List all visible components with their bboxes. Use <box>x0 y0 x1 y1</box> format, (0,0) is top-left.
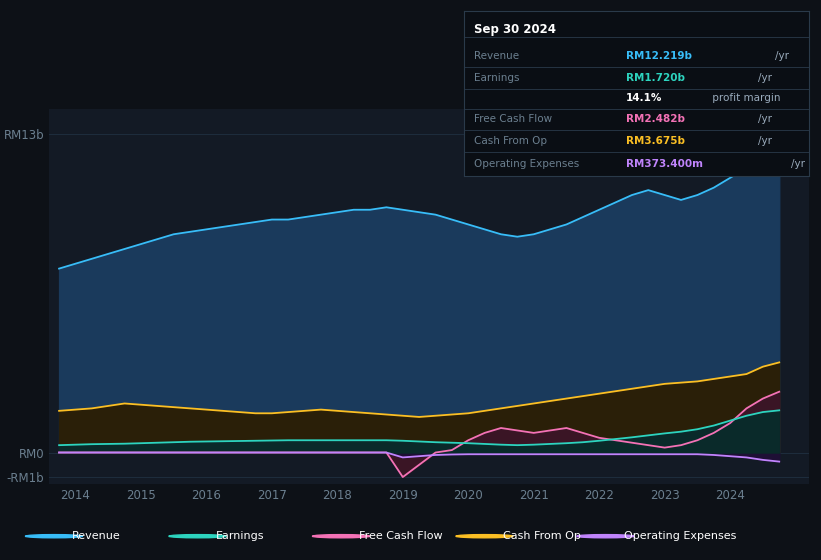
Text: Free Cash Flow: Free Cash Flow <box>475 114 553 124</box>
Text: /yr: /yr <box>775 51 789 61</box>
Circle shape <box>169 535 227 538</box>
Text: RM373.400m: RM373.400m <box>626 159 703 169</box>
Text: /yr: /yr <box>791 159 805 169</box>
Circle shape <box>456 535 513 538</box>
Text: /yr: /yr <box>759 73 773 83</box>
Circle shape <box>25 535 83 538</box>
Text: Revenue: Revenue <box>72 531 121 541</box>
Text: /yr: /yr <box>759 114 773 124</box>
Text: Operating Expenses: Operating Expenses <box>475 159 580 169</box>
Text: Cash From Op: Cash From Op <box>475 136 548 146</box>
Text: Earnings: Earnings <box>216 531 264 541</box>
Text: RM1.720b: RM1.720b <box>626 73 685 83</box>
Text: Operating Expenses: Operating Expenses <box>623 531 736 541</box>
Text: Sep 30 2024: Sep 30 2024 <box>475 23 556 36</box>
Text: Revenue: Revenue <box>475 51 520 61</box>
Text: RM3.675b: RM3.675b <box>626 136 685 146</box>
Circle shape <box>576 535 634 538</box>
Circle shape <box>312 535 369 538</box>
Text: /yr: /yr <box>759 136 773 146</box>
Text: profit margin: profit margin <box>709 93 780 103</box>
Text: Earnings: Earnings <box>475 73 520 83</box>
Text: Free Cash Flow: Free Cash Flow <box>359 531 443 541</box>
Text: RM12.219b: RM12.219b <box>626 51 692 61</box>
Text: Cash From Op: Cash From Op <box>502 531 580 541</box>
Text: 14.1%: 14.1% <box>626 93 663 103</box>
Text: RM2.482b: RM2.482b <box>626 114 685 124</box>
